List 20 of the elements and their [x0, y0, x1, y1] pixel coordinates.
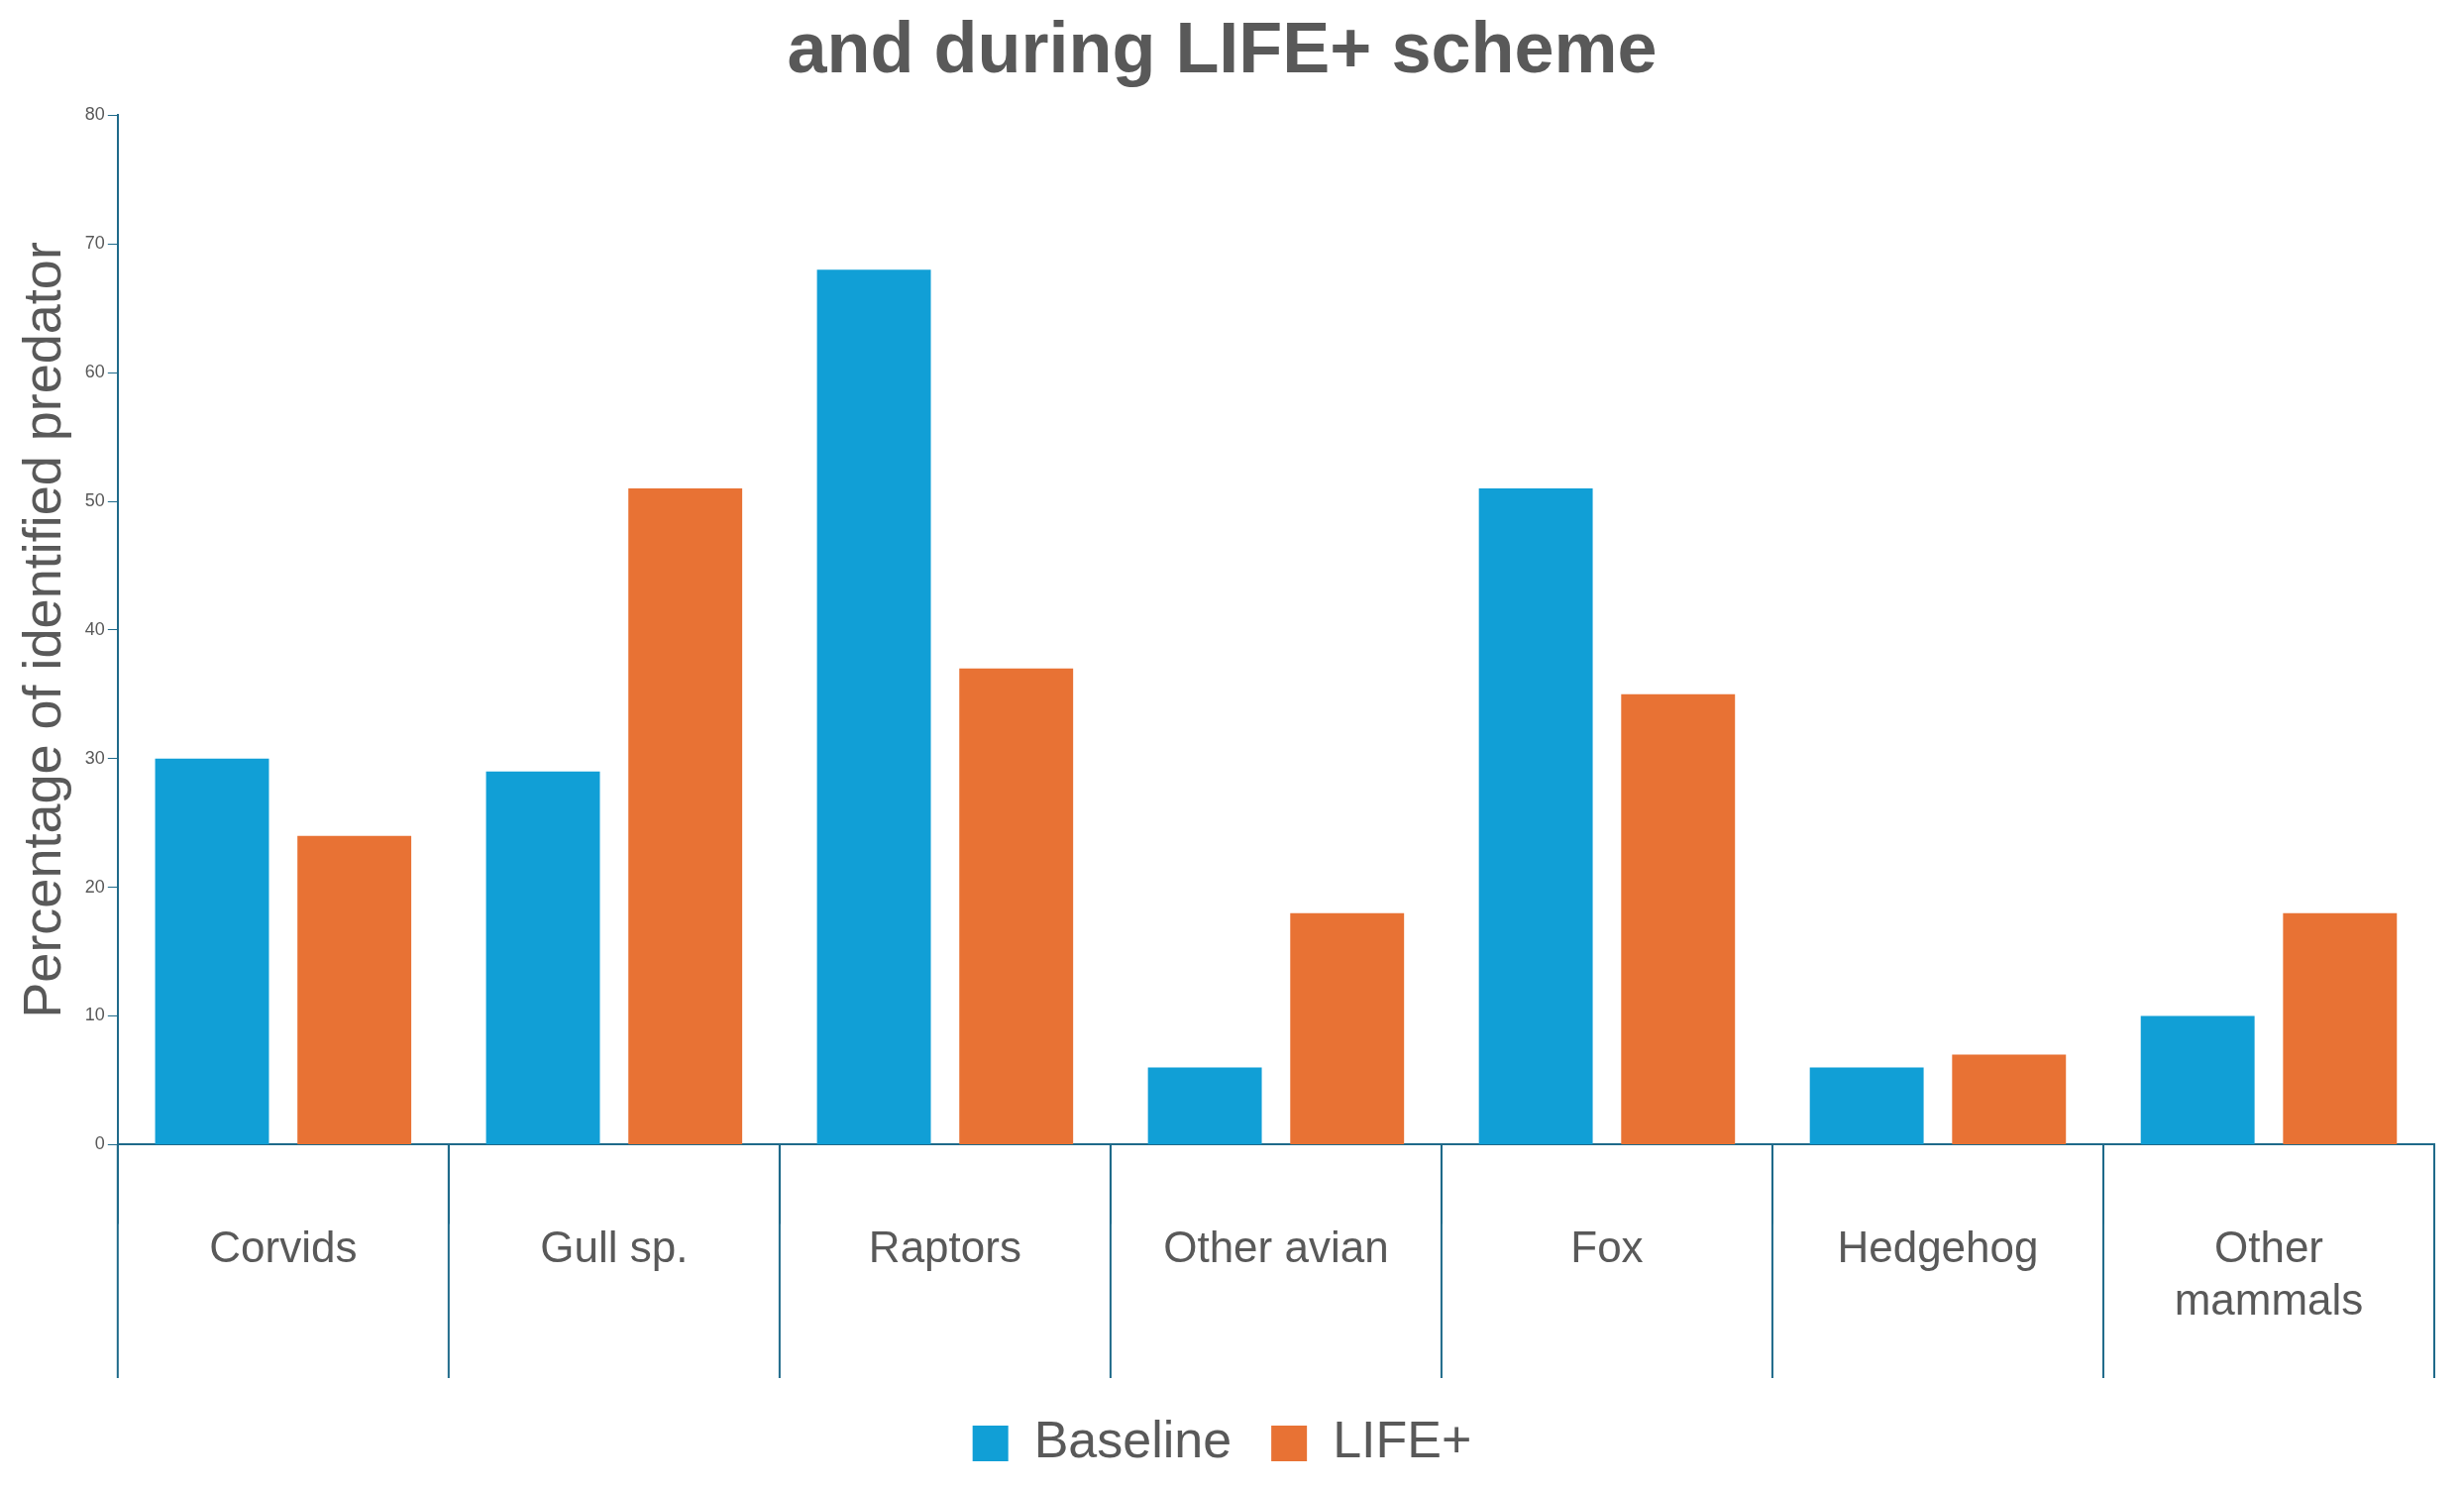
x-tick-label: Hedgehog	[1837, 1222, 2039, 1271]
y-axis-title: Percentage of identified predator	[12, 242, 72, 1018]
y-tick-label: 30	[84, 747, 105, 768]
x-tick-label: Corvids	[209, 1222, 358, 1271]
y-tick-label: 50	[84, 489, 105, 510]
x-tick-label: Other avian	[1163, 1222, 1389, 1271]
legend-label: LIFE+	[1333, 1411, 1472, 1469]
x-tick-label: Other mammals	[2174, 1222, 2364, 1324]
y-tick-label: 10	[84, 1005, 105, 1025]
x-tick-label: Fox	[1570, 1222, 1644, 1271]
legend-label: Baseline	[1033, 1411, 1232, 1469]
y-tick-label: 0	[94, 1133, 105, 1154]
chart-title: and during LIFE+ scheme	[787, 8, 1658, 88]
y-tick-label: 20	[84, 876, 105, 897]
y-tick-label: 80	[84, 104, 105, 125]
y-tick-label: 40	[84, 618, 105, 639]
y-tick-label: 70	[84, 233, 105, 254]
y-tick-label: 60	[84, 362, 105, 382]
x-tick-label: Gull sp.	[540, 1222, 689, 1271]
x-tick-label: Raptors	[868, 1222, 1021, 1271]
